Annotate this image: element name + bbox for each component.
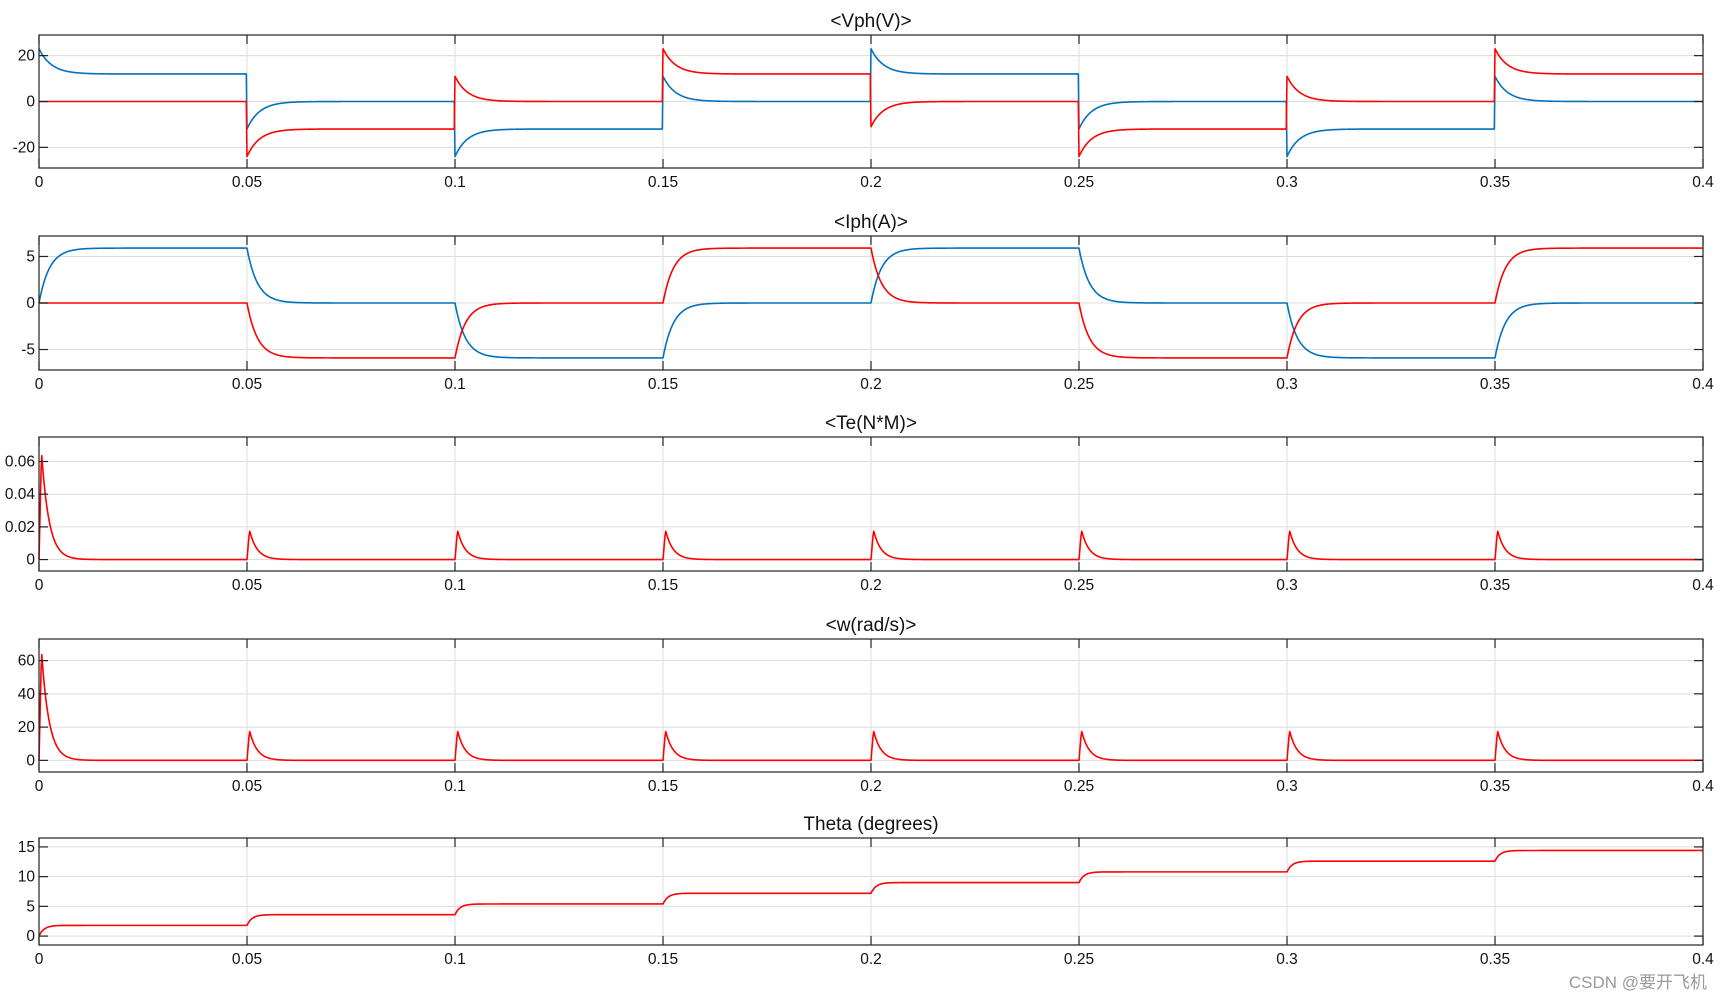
y-tick-label: 0 [26,295,35,312]
y-tick-label: 20 [18,48,36,65]
x-tick-label: 0.05 [232,376,262,393]
chart-panel-4: <w(rad/s)> 0 0.05 0.1 0.15 0.2 0.25 0.3 0.35 0.4 6… [18,615,1714,795]
x-tick-label: 0.1 [444,778,466,795]
x-tick-label: 0.4 [1692,376,1714,393]
x-tick-label: 0.15 [648,174,678,191]
y-tick-label: -5 [21,342,35,359]
chart-title: <w(rad/s)> [826,615,917,636]
y-tick-label: -20 [13,139,36,156]
x-tick-label: 0.25 [1064,778,1094,795]
series-line [38,849,1704,937]
x-tick-label: 0.25 [1064,174,1094,191]
x-tick-label: 0.15 [648,951,678,968]
x-tick-label: 0.15 [648,577,678,594]
chart-panel-2: <Iph(A)>0 0.05 0.1 0.15 0.2 0.25 0.3 0.35 0.450-… [21,212,1714,393]
x-tick-label: 0.4 [1692,778,1714,795]
x-tick-label: 0 [35,174,44,191]
x-tick-label: 0.2 [860,174,882,191]
x-tick-label: 0.3 [1276,376,1298,393]
y-tick-label: 10 [18,869,36,886]
series-line [38,247,1704,359]
x-tick-label: 0.4 [1692,951,1714,968]
y-tick-label: 0.06 [5,454,35,471]
x-tick-label: 0.05 [232,174,262,191]
series-line [38,653,1704,762]
x-tick-label: 0.35 [1480,174,1510,191]
x-tick-label: 0.3 [1276,174,1298,191]
x-tick-label: 0 [35,778,44,795]
x-tick-label: 0.05 [232,577,262,594]
x-tick-label: 0.15 [648,376,678,393]
chart-title: Theta (degrees) [803,814,938,835]
series-line [38,454,1704,561]
y-tick-label: 60 [18,653,36,670]
x-tick-label: 0.35 [1480,577,1510,594]
y-tick-label: 0 [26,752,35,769]
chart-title: <Iph(A)> [834,212,908,233]
series-line [38,47,1704,158]
y-tick-label: 15 [18,839,35,856]
x-tick-label: 0.4 [1692,174,1714,191]
x-tick-label: 0.25 [1064,577,1094,594]
x-tick-label: 0.1 [444,376,466,393]
x-tick-label: 0.35 [1480,951,1510,968]
y-tick-label: 5 [26,898,35,915]
x-tick-label: 0 [35,951,44,968]
x-tick-label: 0.2 [860,577,882,594]
watermark: CSDN @要开飞机 [1568,973,1707,992]
y-tick-label: 5 [26,248,35,265]
y-tick-label: 20 [18,719,36,736]
y-tick-label: 0 [26,94,35,111]
x-tick-label: 0.05 [232,951,262,968]
chart-panel-5: Theta (degrees) 0 0.05 0.1 0.15 0.2 0.25 0.3 0.3… [18,814,1714,968]
x-tick-label: 0.05 [232,778,262,795]
chart-panel-1: <Vph(V)> 0 0.05 0.1 0.15 0.2 0.25 0.3 0.35 0.4 20 0… [13,11,1715,191]
x-tick-label: 0.15 [648,778,678,795]
x-tick-label: 0.1 [444,577,466,594]
x-tick-label: 0.1 [444,174,466,191]
series-line [38,247,1704,359]
x-tick-label: 0.3 [1276,951,1298,968]
x-tick-label: 0.2 [860,951,882,968]
y-tick-label: 0 [26,928,35,945]
y-tick-label: 0 [26,552,35,569]
series-line [38,47,1704,158]
x-tick-label: 0.35 [1480,376,1510,393]
x-tick-label: 0.35 [1480,778,1510,795]
chart-panel-3: <Te(N*M)> 0 0.05 0.1 0.15 0.2 0.25 0.3 0.35 0.4 0.… [5,413,1714,594]
x-tick-label: 0.25 [1064,951,1094,968]
x-tick-label: 0 [35,577,44,594]
x-tick-label: 0.2 [860,778,882,795]
x-tick-label: 0.3 [1276,577,1298,594]
x-tick-label: 0.25 [1064,376,1094,393]
x-tick-label: 0.3 [1276,778,1298,795]
y-tick-label: 0.02 [5,519,35,536]
x-tick-label: 0.2 [860,376,882,393]
x-tick-label: 0 [35,376,44,393]
chart-title: <Vph(V)> [830,11,911,32]
x-tick-label: 0.1 [444,951,466,968]
x-tick-label: 0.4 [1692,577,1714,594]
chart-title: <Te(N*M)> [825,413,917,434]
y-tick-label: 40 [18,686,36,703]
y-tick-label: 0.04 [5,486,36,503]
